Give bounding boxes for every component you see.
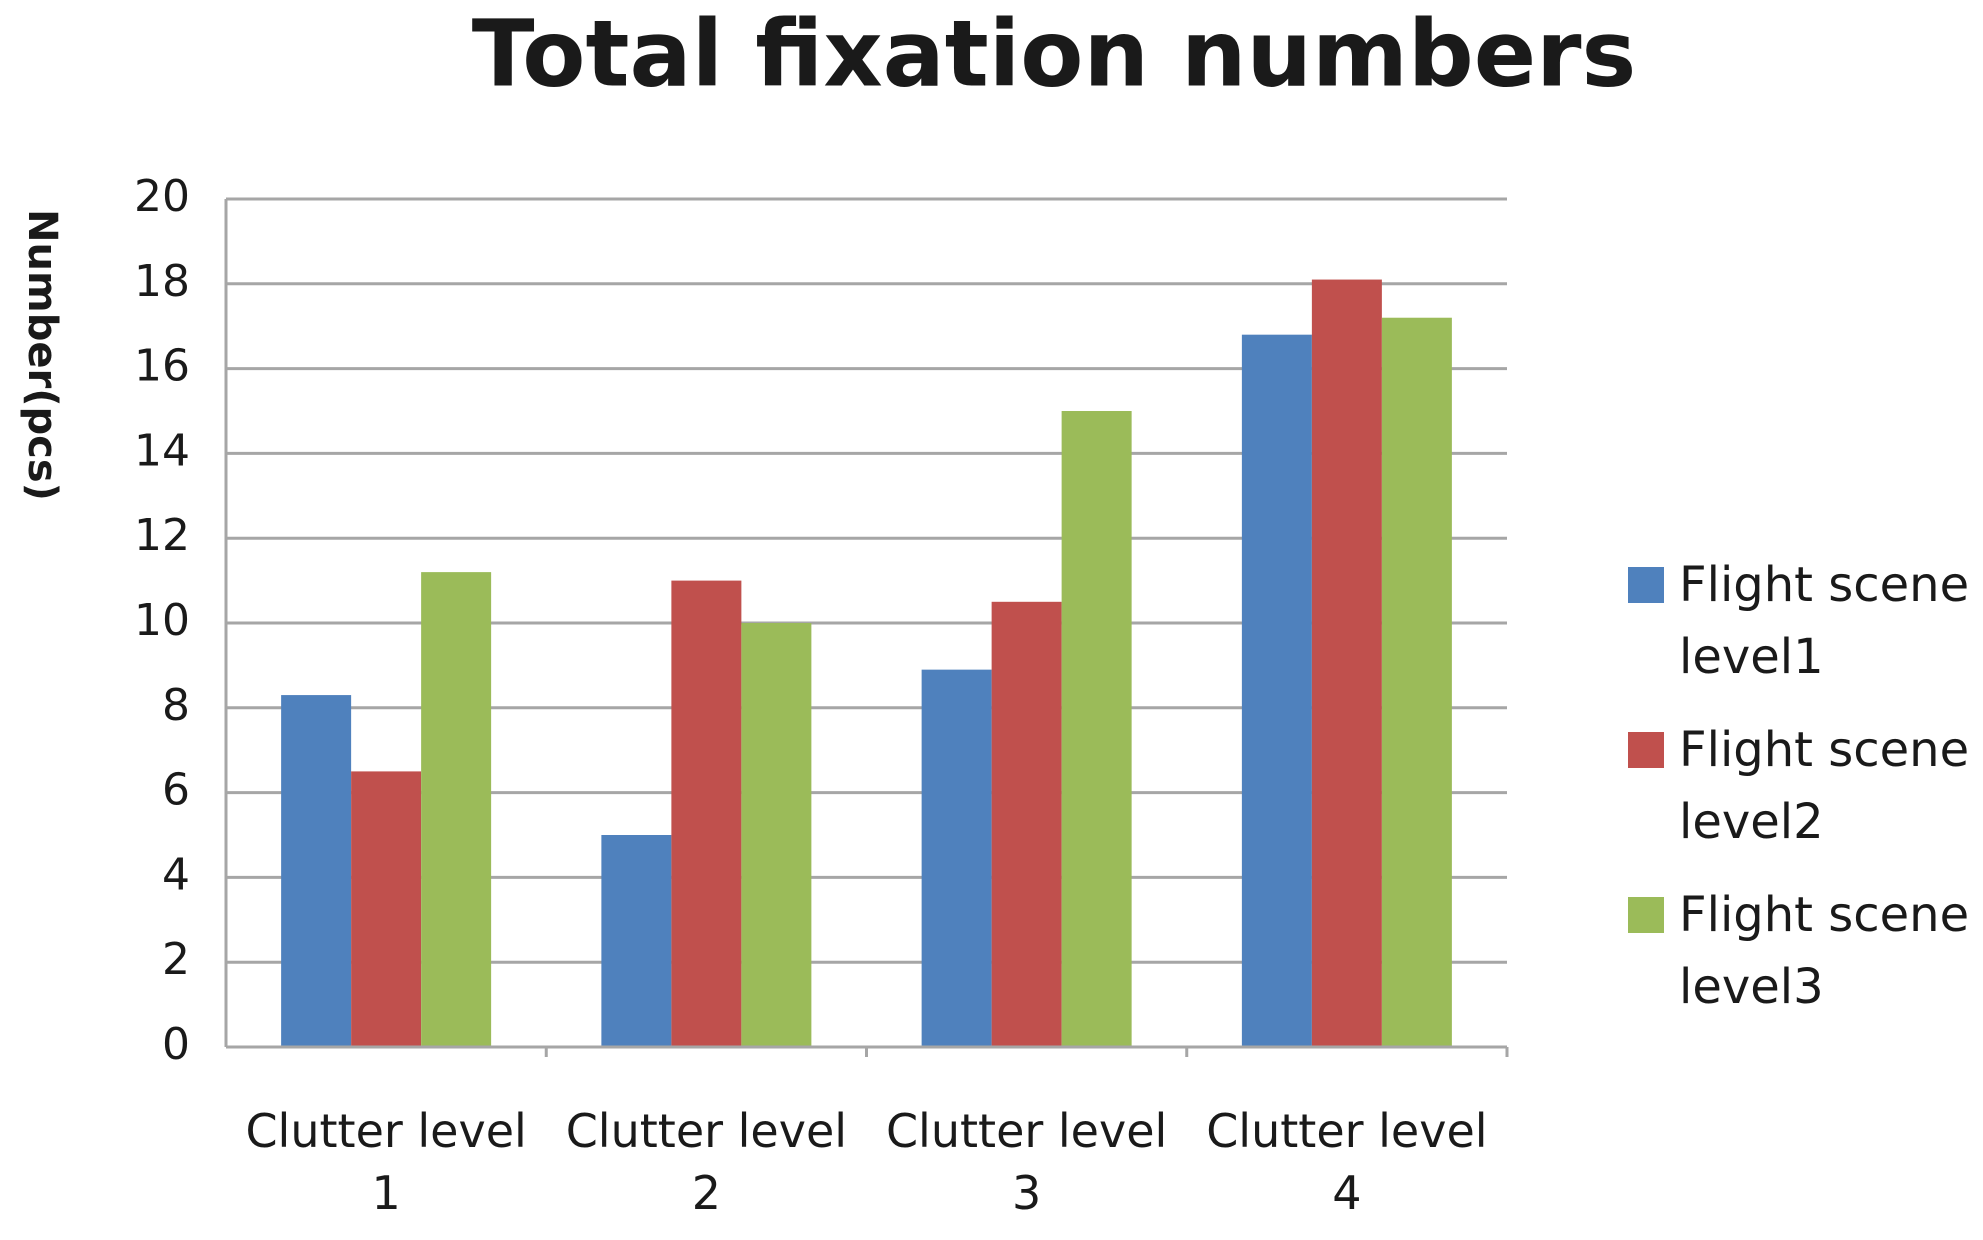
legend-label: Flight scene level1	[1679, 557, 1970, 685]
bar	[741, 623, 812, 1047]
legend-swatch	[1628, 567, 1664, 603]
x-tick-label: Clutter level 2	[565, 1104, 848, 1220]
y-tick-label: 2	[162, 934, 190, 985]
bar	[1381, 317, 1452, 1048]
bar	[351, 771, 422, 1047]
bar	[921, 669, 992, 1047]
legend-swatch	[1628, 897, 1664, 933]
chart-title: Total fixation numbers	[472, 0, 1636, 107]
y-axis-title: Number(pcs)	[19, 209, 65, 501]
y-tick-label: 6	[162, 765, 190, 816]
x-tick-label: Clutter level 3	[885, 1104, 1168, 1220]
x-tick-label: Clutter level 1	[245, 1104, 527, 1220]
bar	[1311, 279, 1382, 1047]
y-tick-label: 4	[162, 849, 190, 900]
y-tick-label: 14	[134, 425, 190, 476]
legend-label: Flight scene level2	[1679, 722, 1970, 850]
y-tick-label: 20	[134, 171, 190, 222]
bar	[601, 835, 672, 1047]
y-tick-label: 0	[162, 1019, 190, 1070]
y-tick-label: 18	[134, 256, 190, 307]
bar	[281, 695, 352, 1047]
y-tick-label: 12	[134, 510, 190, 561]
y-tick-label: 16	[134, 341, 190, 392]
bar	[671, 580, 742, 1047]
legend-label: Flight scene level3	[1679, 887, 1970, 1015]
legend-swatch	[1628, 732, 1664, 768]
bar	[991, 601, 1062, 1047]
y-tick-label: 8	[162, 680, 190, 731]
bar	[421, 572, 492, 1047]
bar	[1061, 411, 1132, 1047]
y-tick-label: 10	[134, 595, 190, 646]
bar	[1241, 334, 1312, 1047]
x-tick-label: Clutter level 4	[1206, 1104, 1488, 1220]
